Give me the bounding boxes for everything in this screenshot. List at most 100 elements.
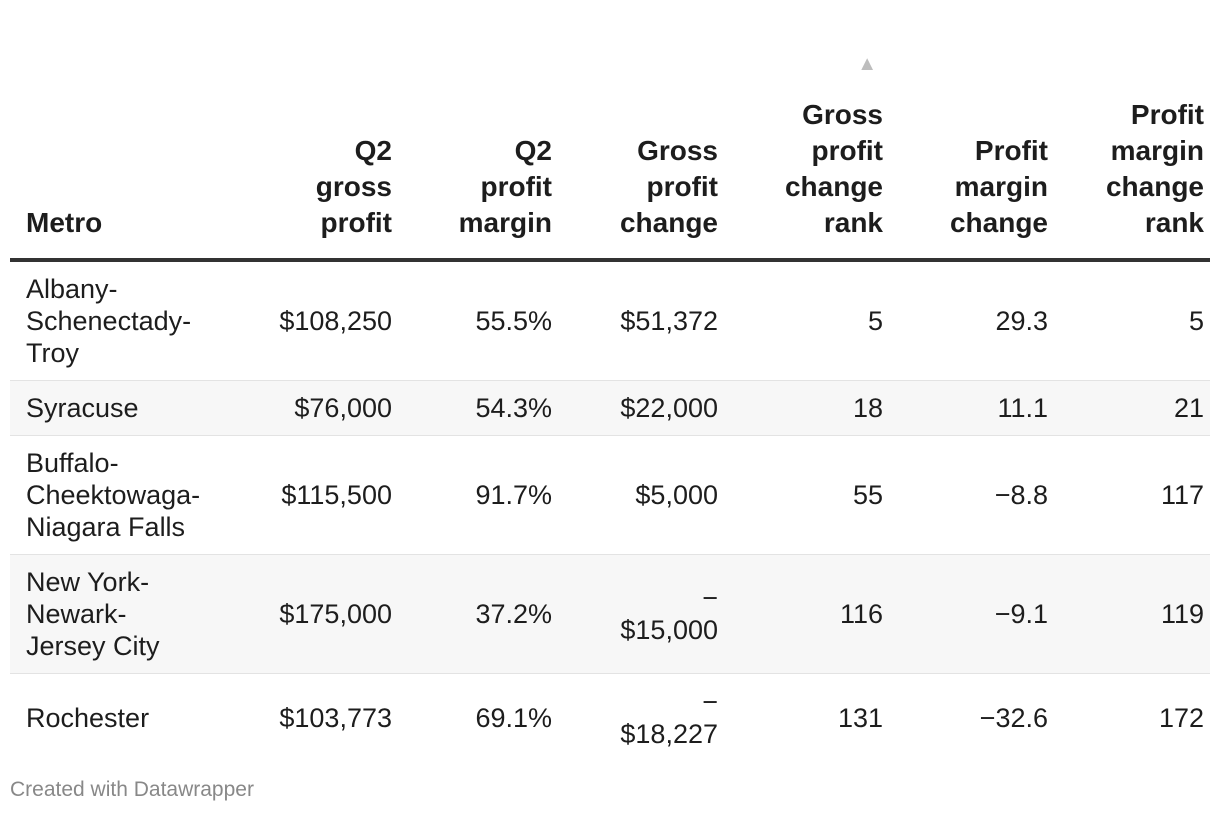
cell-profit-margin-change: −8.8 [889, 435, 1054, 555]
column-header-q2-gross-profit[interactable]: Q2 gross profit [240, 0, 398, 262]
cell-q2-profit-margin: 69.1% [398, 674, 558, 763]
cell-value: $175,000 [279, 599, 392, 629]
column-header-label: Q2 profit margin [459, 133, 552, 241]
cell-profit-margin-change: 29.3 [889, 260, 1054, 381]
table-header: Metro Q2 gross profit Q2 profit margin Gross pro… [10, 0, 1210, 262]
column-header-profit-margin-change[interactable]: Profit margin change [889, 0, 1054, 262]
cell-value: 37.2% [475, 599, 552, 629]
cell-value: $76,000 [294, 393, 392, 423]
cell-profit-margin-change: −9.1 [889, 554, 1054, 674]
column-header-label: Profit margin change rank [1106, 97, 1204, 241]
cell-value: 116 [839, 599, 883, 629]
cell-value: 55 [852, 480, 883, 510]
metro-name-line: Niagara Falls [26, 512, 186, 542]
cell-value: 91.7% [475, 480, 552, 510]
column-header-label: Q2 gross profit [316, 133, 392, 241]
cell-value: 21 [1173, 393, 1204, 423]
cell-gross-profit-change: $51,372 [558, 260, 724, 381]
header-word: gross [315, 171, 392, 202]
cell-value: 172 [1158, 703, 1204, 733]
metro-name-line: Troy [26, 338, 79, 368]
cell-value: $51,372 [620, 306, 718, 336]
header-word: Profit [1130, 99, 1204, 130]
cell-value: 119 [1160, 599, 1204, 629]
metro-name-line: Newark- [26, 599, 127, 629]
cell-value: −32.6 [979, 703, 1048, 733]
data-table-container: Metro Q2 gross profit Q2 profit margin Gross pro… [10, 0, 1210, 762]
cell-value: −8.8 [994, 480, 1048, 510]
cell-gross-profit-change-rank: 5 [724, 260, 889, 381]
table-body: Albany- Schenectady- Troy $108,250 55.5% $51,… [10, 260, 1210, 762]
header-word: margin [458, 207, 552, 238]
cell-q2-profit-margin: 37.2% [398, 554, 558, 674]
cell-metro: Rochester [10, 674, 240, 763]
header-word: profit [646, 171, 718, 202]
metro-name-line: New York- [26, 567, 150, 597]
cell-value: 11.1 [997, 393, 1048, 423]
cell-value: 5 [1188, 306, 1204, 336]
cell-profit-margin-change: −32.6 [889, 674, 1054, 763]
cell-q2-gross-profit: $76,000 [240, 380, 398, 436]
cell-metro: Buffalo- Cheektowaga- Niagara Falls [10, 435, 240, 555]
metro-name-line: Jersey City [26, 631, 160, 661]
header-word: Gross [802, 99, 883, 130]
cell-q2-gross-profit: $115,500 [240, 435, 398, 555]
cell-gross-profit-change: −$18,227 [558, 674, 724, 763]
cell-profit-margin-change-rank: 119 [1054, 554, 1210, 674]
cell-profit-margin-change-rank: 172 [1054, 674, 1210, 763]
cell-metro: Syracuse [10, 380, 240, 436]
metro-name-line: Schenectady- [26, 306, 192, 336]
column-header-label: Profit margin change [950, 133, 1048, 241]
metro-name-line: Syracuse [26, 393, 139, 423]
header-word: margin [1110, 135, 1204, 166]
cell-value: 69.1% [475, 703, 552, 733]
header-word: Gross [637, 135, 718, 166]
cell-value: $108,250 [279, 306, 392, 336]
column-header-gross-profit-change[interactable]: Gross profit change [558, 0, 724, 262]
cell-value: −$15,000 [620, 583, 718, 645]
header-word: change [619, 207, 718, 238]
cell-value: 131 [837, 703, 883, 733]
data-table: Metro Q2 gross profit Q2 profit margin Gross pro… [10, 0, 1210, 762]
cell-gross-profit-change-rank: 55 [724, 435, 889, 555]
cell-metro: New York- Newark- Jersey City [10, 554, 240, 674]
table-row: Buffalo- Cheektowaga- Niagara Falls $115,50… [10, 435, 1210, 555]
credit-footer: Created with Datawrapper [10, 778, 254, 801]
metro-name-line: Buffalo- [26, 448, 119, 478]
column-header-metro[interactable]: Metro [10, 0, 240, 262]
cell-value: $5,000 [635, 480, 718, 510]
column-header-q2-profit-margin[interactable]: Q2 profit margin [398, 0, 558, 262]
header-word: rank [823, 207, 883, 238]
header-word: margin [954, 171, 1048, 202]
cell-q2-profit-margin: 54.3% [398, 380, 558, 436]
cell-gross-profit-change-rank: 18 [724, 380, 889, 436]
table-row: Albany- Schenectady- Troy $108,250 55.5% $51,… [10, 260, 1210, 381]
header-word: change [784, 171, 883, 202]
sort-ascending-icon: ▲ [857, 53, 877, 75]
metro-name-line: Rochester [26, 703, 150, 733]
cell-value: 55.5% [475, 306, 552, 336]
cell-value: 117 [1160, 480, 1204, 510]
cell-profit-margin-change-rank: 117 [1054, 435, 1210, 555]
column-header-label: Gross profit change [620, 133, 718, 241]
header-word: Metro [26, 207, 103, 238]
cell-metro: Albany- Schenectady- Troy [10, 260, 240, 381]
column-header-label: Metro [26, 205, 102, 241]
metro-name-line: Albany- [26, 274, 118, 304]
column-header-profit-margin-change-rank[interactable]: Profit margin change rank [1054, 0, 1210, 262]
table-row: Syracuse $76,000 54.3% $22,000 18 11.1 21 [10, 380, 1210, 436]
cell-profit-margin-change-rank: 21 [1054, 380, 1210, 436]
cell-q2-gross-profit: $108,250 [240, 260, 398, 381]
cell-value: 29.3 [995, 306, 1048, 336]
cell-gross-profit-change-rank: 116 [724, 554, 889, 674]
header-word: Profit [974, 135, 1048, 166]
cell-gross-profit-change: −$15,000 [558, 554, 724, 674]
cell-value: −9.1 [994, 599, 1048, 629]
header-word: Q2 [354, 135, 392, 166]
cell-profit-margin-change-rank: 5 [1054, 260, 1210, 381]
table-row: New York- Newark- Jersey City $175,000 37.2%… [10, 554, 1210, 674]
column-header-gross-profit-change-rank[interactable]: ▲ Gross profit change rank [724, 0, 889, 262]
cell-value: $115,500 [281, 480, 392, 510]
cell-value: 18 [852, 393, 883, 423]
cell-value: 54.3% [475, 393, 552, 423]
